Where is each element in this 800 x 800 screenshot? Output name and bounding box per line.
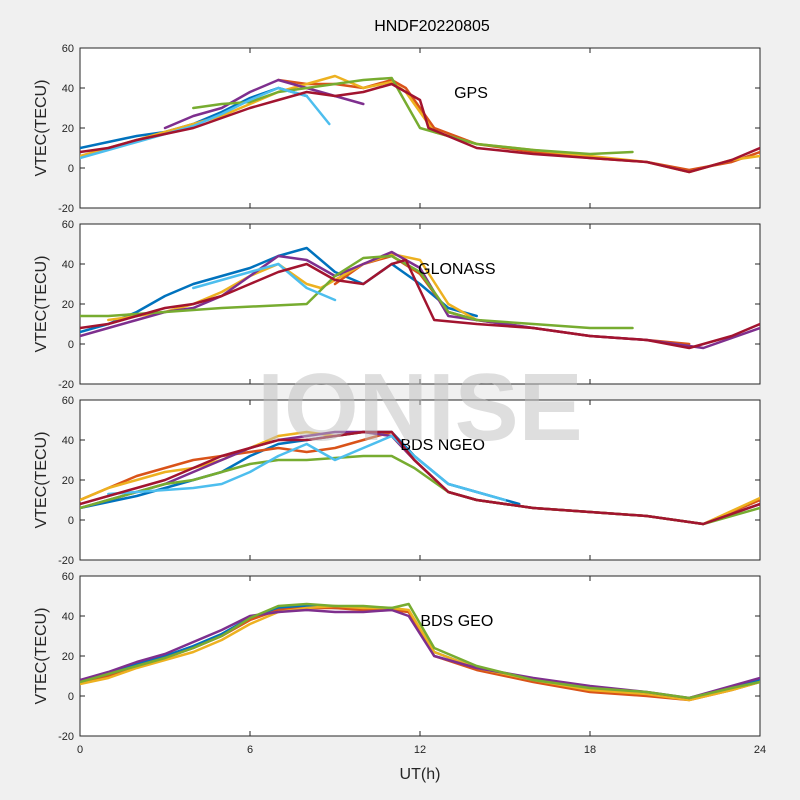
panel-label: BDS GEO [420,613,493,630]
y-tick-label: 20 [62,475,74,487]
y-tick-label: 0 [68,691,74,703]
y-tick-label: 60 [62,395,74,407]
y-tick-label: 40 [62,435,74,447]
y-tick-label: 20 [62,651,74,663]
series-line [192,262,337,302]
y-tick-label: 20 [62,123,74,135]
series-group [80,74,760,174]
y-tick-label: -20 [58,555,74,567]
figure-title: HNDF20220805 [374,18,490,35]
series-line [80,86,331,160]
y-tick-label: 60 [62,43,74,55]
series-group [80,246,760,350]
y-tick-label: -20 [58,731,74,743]
plot-area [79,575,761,737]
panel-label: GLONASS [418,261,495,278]
y-tick-label: -20 [58,203,74,215]
y-tick-label: 40 [62,83,74,95]
series-group [80,430,760,526]
x-tick-label: 24 [754,744,766,756]
y-axis-label: VTEC(TECU) [33,608,50,705]
series-line [80,258,760,350]
x-tick-label: 18 [584,744,596,756]
series-line [192,76,634,156]
series-line [107,434,507,502]
panel-1: -20 0 20 40 60 VTEC(TECU) GLONASS [33,219,761,391]
panel-2: -20 0 20 40 60 VTEC(TECU) BDS NGEO [33,395,761,567]
y-axis-label: VTEC(TECU) [33,432,50,529]
x-tick-label: 6 [247,744,253,756]
panel-0: -20 0 20 40 60 VTEC(TECU) GPS [33,43,761,215]
y-tick-label: 40 [62,259,74,271]
watermark: IONISE [257,354,582,461]
y-tick-label: 40 [62,611,74,623]
y-tick-label: 20 [62,299,74,311]
y-tick-label: 0 [68,163,74,175]
y-tick-label: 60 [62,219,74,231]
y-tick-label: -20 [58,379,74,391]
y-tick-label: 60 [62,571,74,583]
y-tick-label: 0 [68,515,74,527]
y-axis-label: VTEC(TECU) [33,80,50,177]
series-line [80,82,760,174]
panel-label: GPS [454,85,488,102]
series-group [80,602,760,702]
series-line [80,430,760,526]
y-axis-label: VTEC(TECU) [33,256,50,353]
x-tick-label: 12 [414,744,426,756]
x-axis-label: UT(h) [400,766,441,783]
panel-label: BDS NGEO [400,437,484,454]
series-line [80,604,760,702]
series-line [80,602,760,700]
y-tick-label: 0 [68,339,74,351]
series-line [277,78,760,172]
x-tick-label: 0 [77,744,83,756]
